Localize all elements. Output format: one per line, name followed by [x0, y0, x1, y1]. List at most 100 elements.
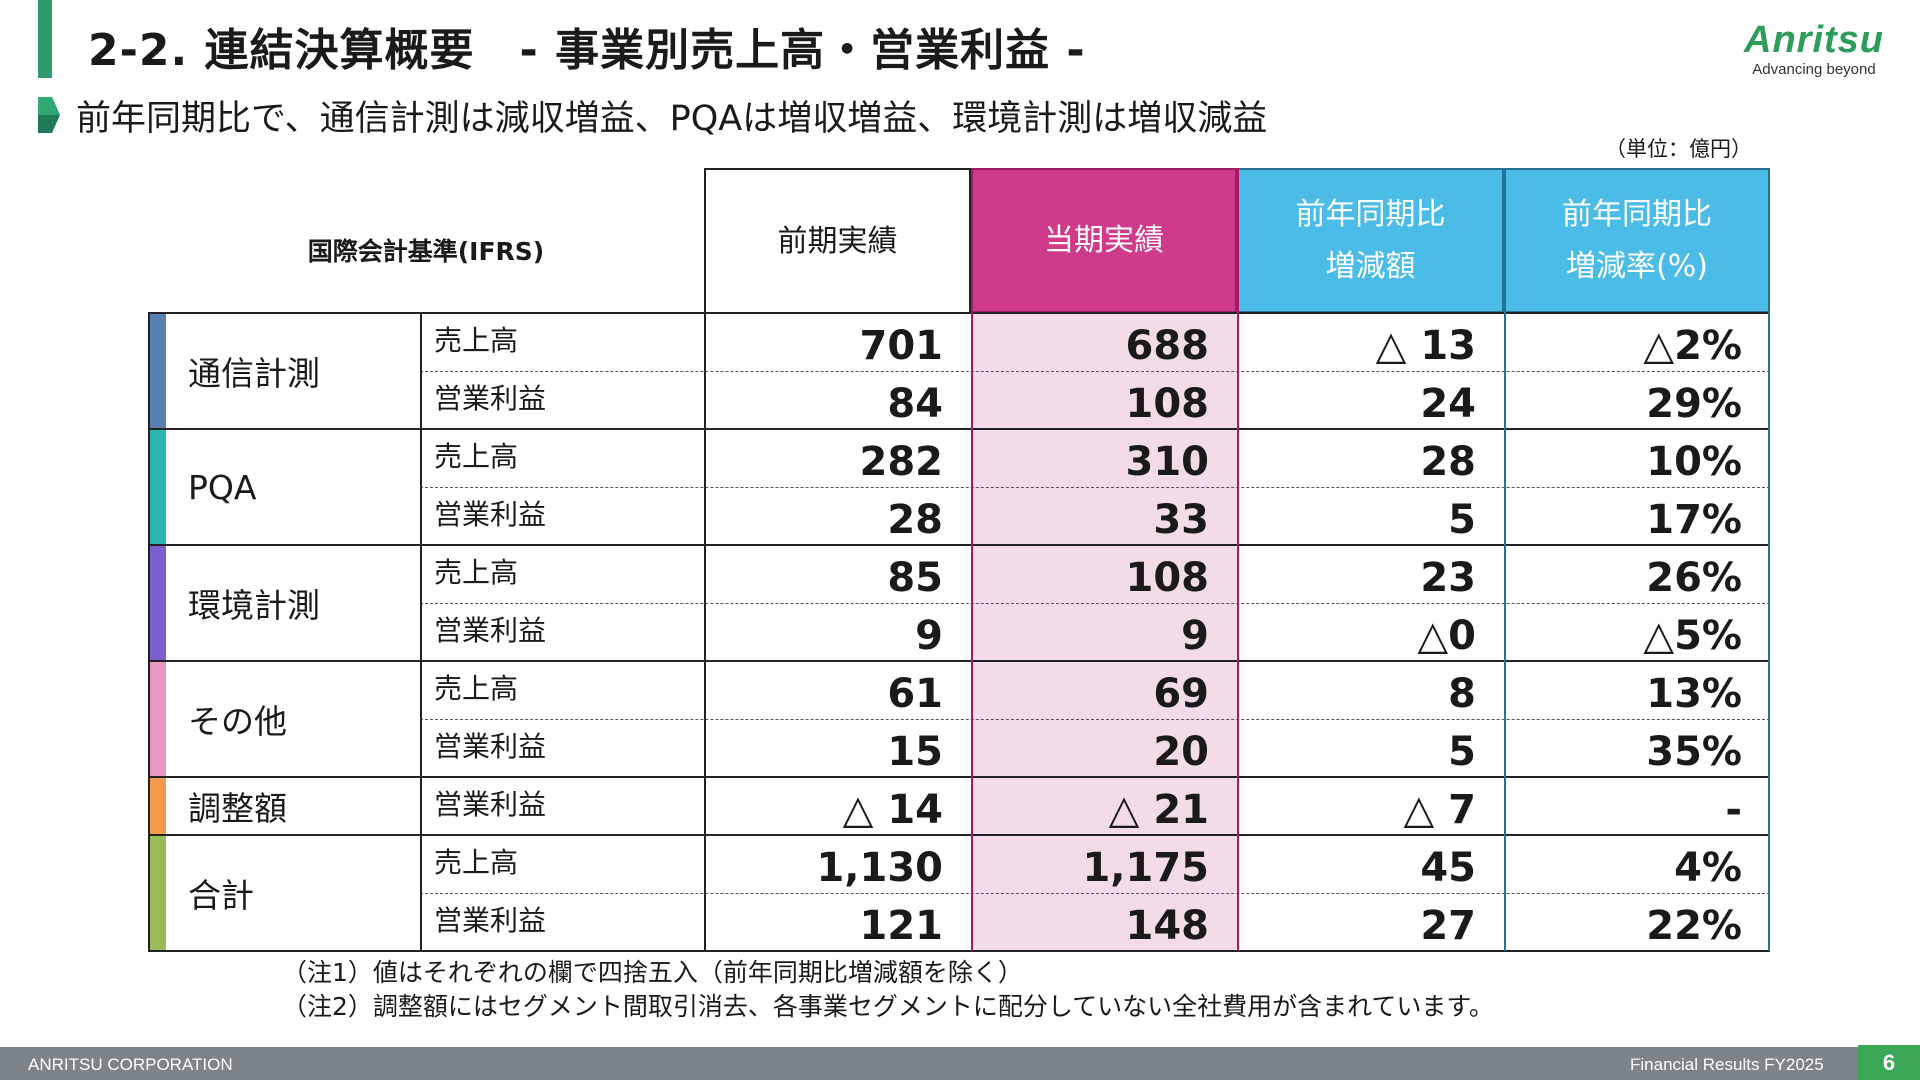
- footer-doc-title: Financial Results FY2025: [1630, 1055, 1824, 1074]
- row-item-label: 売上高: [434, 556, 519, 589]
- current-column-background: [971, 313, 1237, 951]
- row-item-label: 営業利益: [434, 498, 547, 531]
- value-diff: △ 7: [1403, 787, 1476, 833]
- row-item-label: 売上高: [434, 846, 519, 879]
- value-diff: 8: [1448, 671, 1476, 717]
- value-curr: 20: [1153, 729, 1209, 775]
- segment-divider: [148, 312, 1770, 314]
- row-item-label: 営業利益: [434, 614, 547, 647]
- segment-color-bar: [150, 777, 166, 835]
- segment-color-bar: [150, 313, 166, 429]
- value-rate: 35%: [1646, 729, 1742, 775]
- value-rate: △5%: [1643, 613, 1742, 659]
- footnote-1: （注1）値はそれぞれの欄で四捨五入（前年同期比増減額を除く）: [282, 958, 1023, 987]
- title-accent-bar: [38, 0, 52, 78]
- row-item-label: 売上高: [434, 440, 519, 473]
- column-header-line1: 当期実績: [1044, 222, 1164, 258]
- value-curr: △ 21: [1108, 787, 1209, 833]
- row-divider: [420, 719, 1770, 720]
- value-rate: 10%: [1646, 439, 1742, 485]
- bullet-arrow-icon: [38, 97, 60, 133]
- segment-divider: [148, 660, 1770, 662]
- value-prev: 701: [859, 323, 944, 369]
- column-header-line1: 前期実績: [777, 223, 898, 259]
- unit-note: （単位：億円）: [1605, 137, 1752, 161]
- value-diff: 45: [1420, 845, 1476, 891]
- column-divider: [1768, 168, 1770, 951]
- segment-color-bar: [150, 429, 166, 545]
- column-header-1: 前期実績: [704, 168, 971, 313]
- segment-name: PQA: [188, 467, 257, 507]
- value-curr: 148: [1125, 903, 1210, 949]
- value-rate: -: [1725, 787, 1742, 833]
- segment-name: その他: [188, 702, 287, 741]
- value-prev: 282: [859, 439, 944, 485]
- row-divider: [420, 603, 1770, 604]
- segment-name: 調整額: [188, 789, 287, 828]
- value-diff: 5: [1448, 497, 1476, 543]
- value-diff: 27: [1420, 903, 1476, 949]
- segment-name: 通信計測: [188, 354, 320, 393]
- row-divider: [420, 371, 1770, 372]
- column-header-line2: 増減額: [1325, 248, 1416, 284]
- footnotes: （注1）値はそれぞれの欄で四捨五入（前年同期比増減額を除く） （注2）調整額には…: [282, 956, 1494, 1024]
- value-prev: 1,130: [816, 845, 943, 891]
- value-prev: 28: [887, 497, 943, 543]
- segment-color-bar: [150, 545, 166, 661]
- value-rate: 4%: [1674, 845, 1742, 891]
- value-curr: 688: [1125, 323, 1210, 369]
- value-curr: 1,175: [1082, 845, 1209, 891]
- column-divider: [704, 168, 706, 951]
- row-divider: [420, 893, 1770, 894]
- row-item-label: 売上高: [434, 672, 519, 705]
- segment-color-bar: [150, 835, 166, 951]
- column-divider: [971, 168, 973, 951]
- value-rate: 17%: [1646, 497, 1742, 543]
- logo-wordmark: Anritsu: [1744, 19, 1884, 61]
- value-curr: 69: [1153, 671, 1209, 717]
- column-header-line1: 前年同期比: [1295, 196, 1446, 232]
- value-prev: 15: [887, 729, 943, 775]
- row-item-label: 営業利益: [434, 904, 547, 937]
- segment-name: 環境計測: [188, 586, 320, 625]
- column-header-2: 当期実績: [971, 168, 1237, 313]
- row-item-label: 営業利益: [434, 788, 547, 821]
- column-header-4: 前年同期比増減率(%): [1504, 168, 1770, 313]
- value-prev: 84: [887, 381, 943, 427]
- column-header-line1: 前年同期比: [1562, 196, 1712, 232]
- value-rate: 26%: [1646, 555, 1742, 601]
- value-prev: 61: [887, 671, 943, 717]
- value-diff: △0: [1417, 613, 1476, 659]
- ifrs-label: 国際会計基準(IFRS): [307, 236, 545, 266]
- table-bottom-border: [148, 950, 1770, 952]
- value-curr: 108: [1125, 555, 1210, 601]
- segment-divider: [148, 544, 1770, 546]
- segment-divider: [148, 428, 1770, 430]
- column-divider: [1504, 168, 1506, 951]
- footer-company: ANRITSU CORPORATION: [28, 1055, 233, 1074]
- subtitle-text: 前年同期比で、通信計測は減収増益、PQAは増収増益、環境計測は増収減益: [76, 98, 1268, 139]
- value-diff: 24: [1420, 381, 1476, 427]
- segment-name: 合計: [188, 876, 254, 915]
- value-diff: 28: [1420, 439, 1476, 485]
- value-rate: △2%: [1643, 323, 1742, 369]
- column-header-3: 前年同期比 増減額: [1237, 168, 1504, 313]
- value-curr: 108: [1125, 381, 1210, 427]
- row-item-label: 売上高: [434, 324, 519, 357]
- column-divider: [1237, 168, 1239, 951]
- column-divider: [148, 313, 150, 951]
- footnote-2: （注2）調整額にはセグメント間取引消去、各事業セグメントに配分していない全社費用…: [282, 992, 1494, 1021]
- value-rate: 13%: [1646, 671, 1742, 717]
- value-diff: 5: [1448, 729, 1476, 775]
- value-prev: 85: [887, 555, 943, 601]
- row-item-label: 営業利益: [434, 382, 547, 415]
- column-header-line2: 増減率(%): [1566, 248, 1708, 284]
- value-diff: △ 13: [1375, 323, 1476, 369]
- subtitle-row: 前年同期比で、通信計測は減収増益、PQAは増収増益、環境計測は増収減益: [38, 92, 1268, 139]
- segment-results-table: 国際会計基準(IFRS) 前期実績 当期実績 前年同期比 増減額 前年同期比 増減率(%)…: [148, 168, 1770, 952]
- value-prev: 9: [915, 613, 943, 659]
- value-curr: 9: [1181, 613, 1209, 659]
- anritsu-logo: Anritsu Advancing beyond: [1738, 20, 1890, 80]
- logo-tagline: Advancing beyond: [1752, 61, 1876, 78]
- value-rate: 29%: [1646, 381, 1742, 427]
